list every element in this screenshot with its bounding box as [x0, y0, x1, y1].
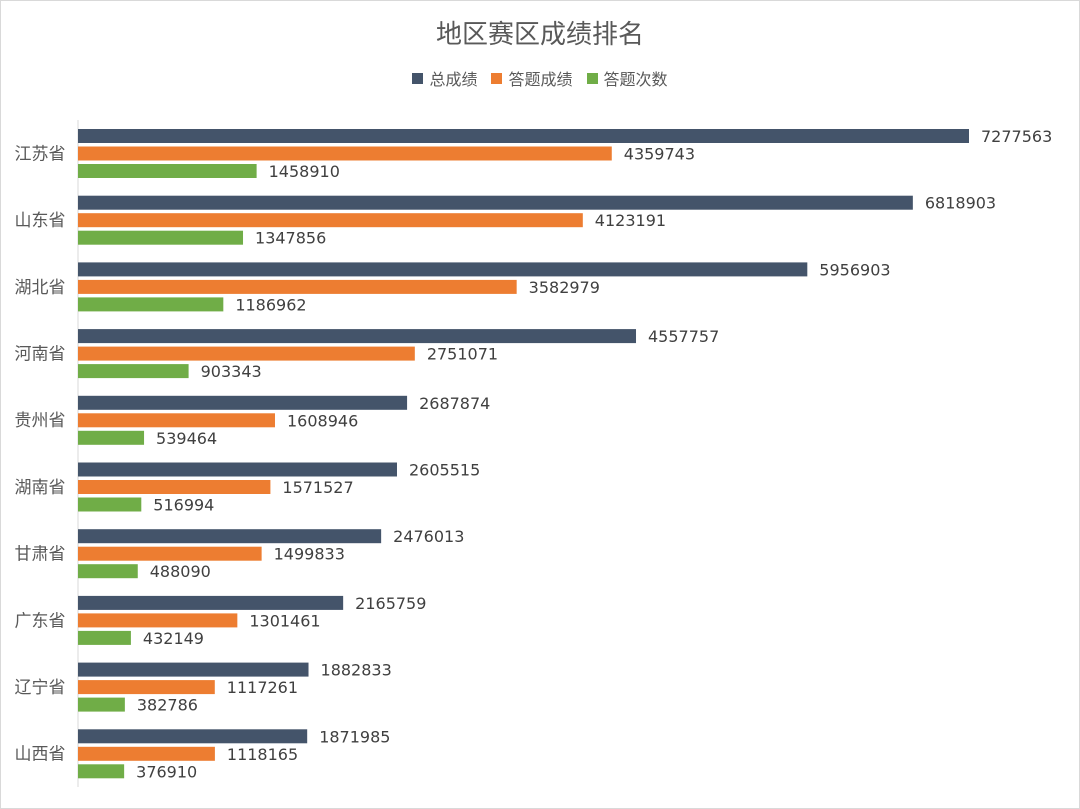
- legend-item-answer-score: 答题成绩: [491, 66, 573, 90]
- bar-total-0: [78, 129, 969, 143]
- bar-total-5: [78, 462, 397, 477]
- bar-total-4: [78, 395, 408, 410]
- data-label-total-7: 2165759: [355, 594, 426, 613]
- bar-answer-score-7: [78, 613, 238, 628]
- data-label-total-0: 7277563: [981, 127, 1052, 146]
- data-label-answer-count-5: 516994: [153, 496, 214, 515]
- legend-label-answer-count: 答题次数: [603, 70, 668, 89]
- legend-swatch-total: [412, 72, 424, 84]
- data-label-answer-score-1: 4123191: [595, 211, 666, 230]
- data-label-answer-count-7: 432149: [143, 629, 204, 648]
- category-label-7: 广东省: [15, 611, 66, 631]
- data-label-total-3: 4557757: [648, 327, 719, 346]
- bar-total-1: [78, 195, 913, 210]
- data-label-answer-count-3: 903343: [201, 362, 262, 381]
- bar-answer-count-6: [78, 564, 138, 579]
- legend-label-total: 总成绩: [429, 70, 478, 89]
- bar-total-8: [78, 662, 309, 677]
- data-label-answer-score-7: 1301461: [249, 611, 320, 630]
- bar-answer-count-5: [78, 497, 142, 512]
- bar-total-2: [78, 262, 808, 277]
- data-label-answer-count-2: 1186962: [235, 295, 306, 314]
- data-label-answer-score-8: 1117261: [227, 678, 298, 697]
- bar-answer-count-7: [78, 630, 131, 645]
- data-label-answer-count-6: 488090: [150, 562, 211, 581]
- category-label-8: 辽宁省: [15, 678, 66, 698]
- bar-answer-score-9: [78, 746, 215, 761]
- bar-total-7: [78, 595, 344, 610]
- data-label-answer-count-4: 539464: [156, 429, 217, 448]
- data-label-total-1: 6818903: [925, 194, 996, 213]
- data-label-total-5: 2605515: [409, 461, 480, 480]
- data-label-answer-count-0: 1458910: [269, 162, 340, 181]
- bar-answer-score-5: [78, 480, 271, 494]
- bar-total-9: [78, 729, 308, 744]
- bar-answer-count-2: [78, 297, 224, 312]
- data-label-answer-count-8: 382786: [137, 696, 198, 715]
- legend-item-total: 总成绩: [412, 66, 477, 90]
- bar-total-6: [78, 529, 382, 544]
- category-label-6: 甘肃省: [15, 545, 66, 565]
- data-label-answer-count-9: 376910: [136, 762, 197, 781]
- data-label-total-8: 1882833: [321, 661, 392, 680]
- bar-answer-count-0: [78, 164, 257, 178]
- data-label-answer-score-0: 4359743: [624, 145, 695, 164]
- bar-answer-count-8: [78, 697, 125, 712]
- data-label-total-6: 2476013: [393, 527, 464, 546]
- data-label-answer-count-1: 1347856: [255, 229, 326, 248]
- legend-swatch-answer-score: [491, 72, 503, 84]
- data-label-answer-score-2: 3582979: [529, 278, 600, 297]
- bar-answer-score-8: [78, 680, 215, 695]
- data-label-answer-score-9: 1118165: [227, 745, 298, 764]
- data-label-total-4: 2687874: [419, 394, 490, 413]
- bar-total-3: [78, 329, 637, 344]
- data-label-total-2: 5956903: [819, 260, 890, 279]
- category-label-9: 山西省: [15, 745, 66, 765]
- bar-answer-score-4: [78, 413, 275, 428]
- bar-answer-count-4: [78, 430, 145, 445]
- bar-answer-score-2: [78, 279, 517, 294]
- legend-label-answer-score: 答题成绩: [508, 70, 573, 89]
- category-label-2: 湖北省: [15, 278, 66, 298]
- category-label-5: 湖南省: [15, 478, 66, 498]
- bar-answer-score-6: [78, 546, 262, 561]
- category-label-1: 山东省: [15, 211, 66, 231]
- chart-title: 地区赛区成绩排名: [435, 20, 644, 50]
- bar-answer-score-1: [78, 213, 583, 228]
- data-label-total-9: 1871985: [319, 727, 390, 746]
- legend: 总成绩 答题成绩 答题次数: [0, 66, 1080, 90]
- category-label-3: 河南省: [15, 344, 66, 364]
- data-label-answer-score-6: 1499833: [274, 545, 345, 564]
- data-label-answer-score-5: 1571527: [282, 478, 353, 497]
- bar-answer-count-1: [78, 230, 244, 245]
- data-label-answer-score-4: 1608946: [287, 411, 358, 430]
- data-label-answer-score-3: 2751071: [427, 345, 498, 364]
- bar-answer-count-3: [78, 364, 189, 379]
- bar-answer-count-9: [78, 764, 125, 779]
- bar-answer-score-0: [78, 146, 612, 161]
- category-label-4: 贵州省: [15, 411, 66, 431]
- legend-item-answer-count: 答题次数: [586, 66, 668, 90]
- legend-swatch-answer-count: [586, 72, 598, 84]
- category-label-0: 江苏省: [15, 144, 66, 164]
- bar-answer-score-3: [78, 346, 415, 361]
